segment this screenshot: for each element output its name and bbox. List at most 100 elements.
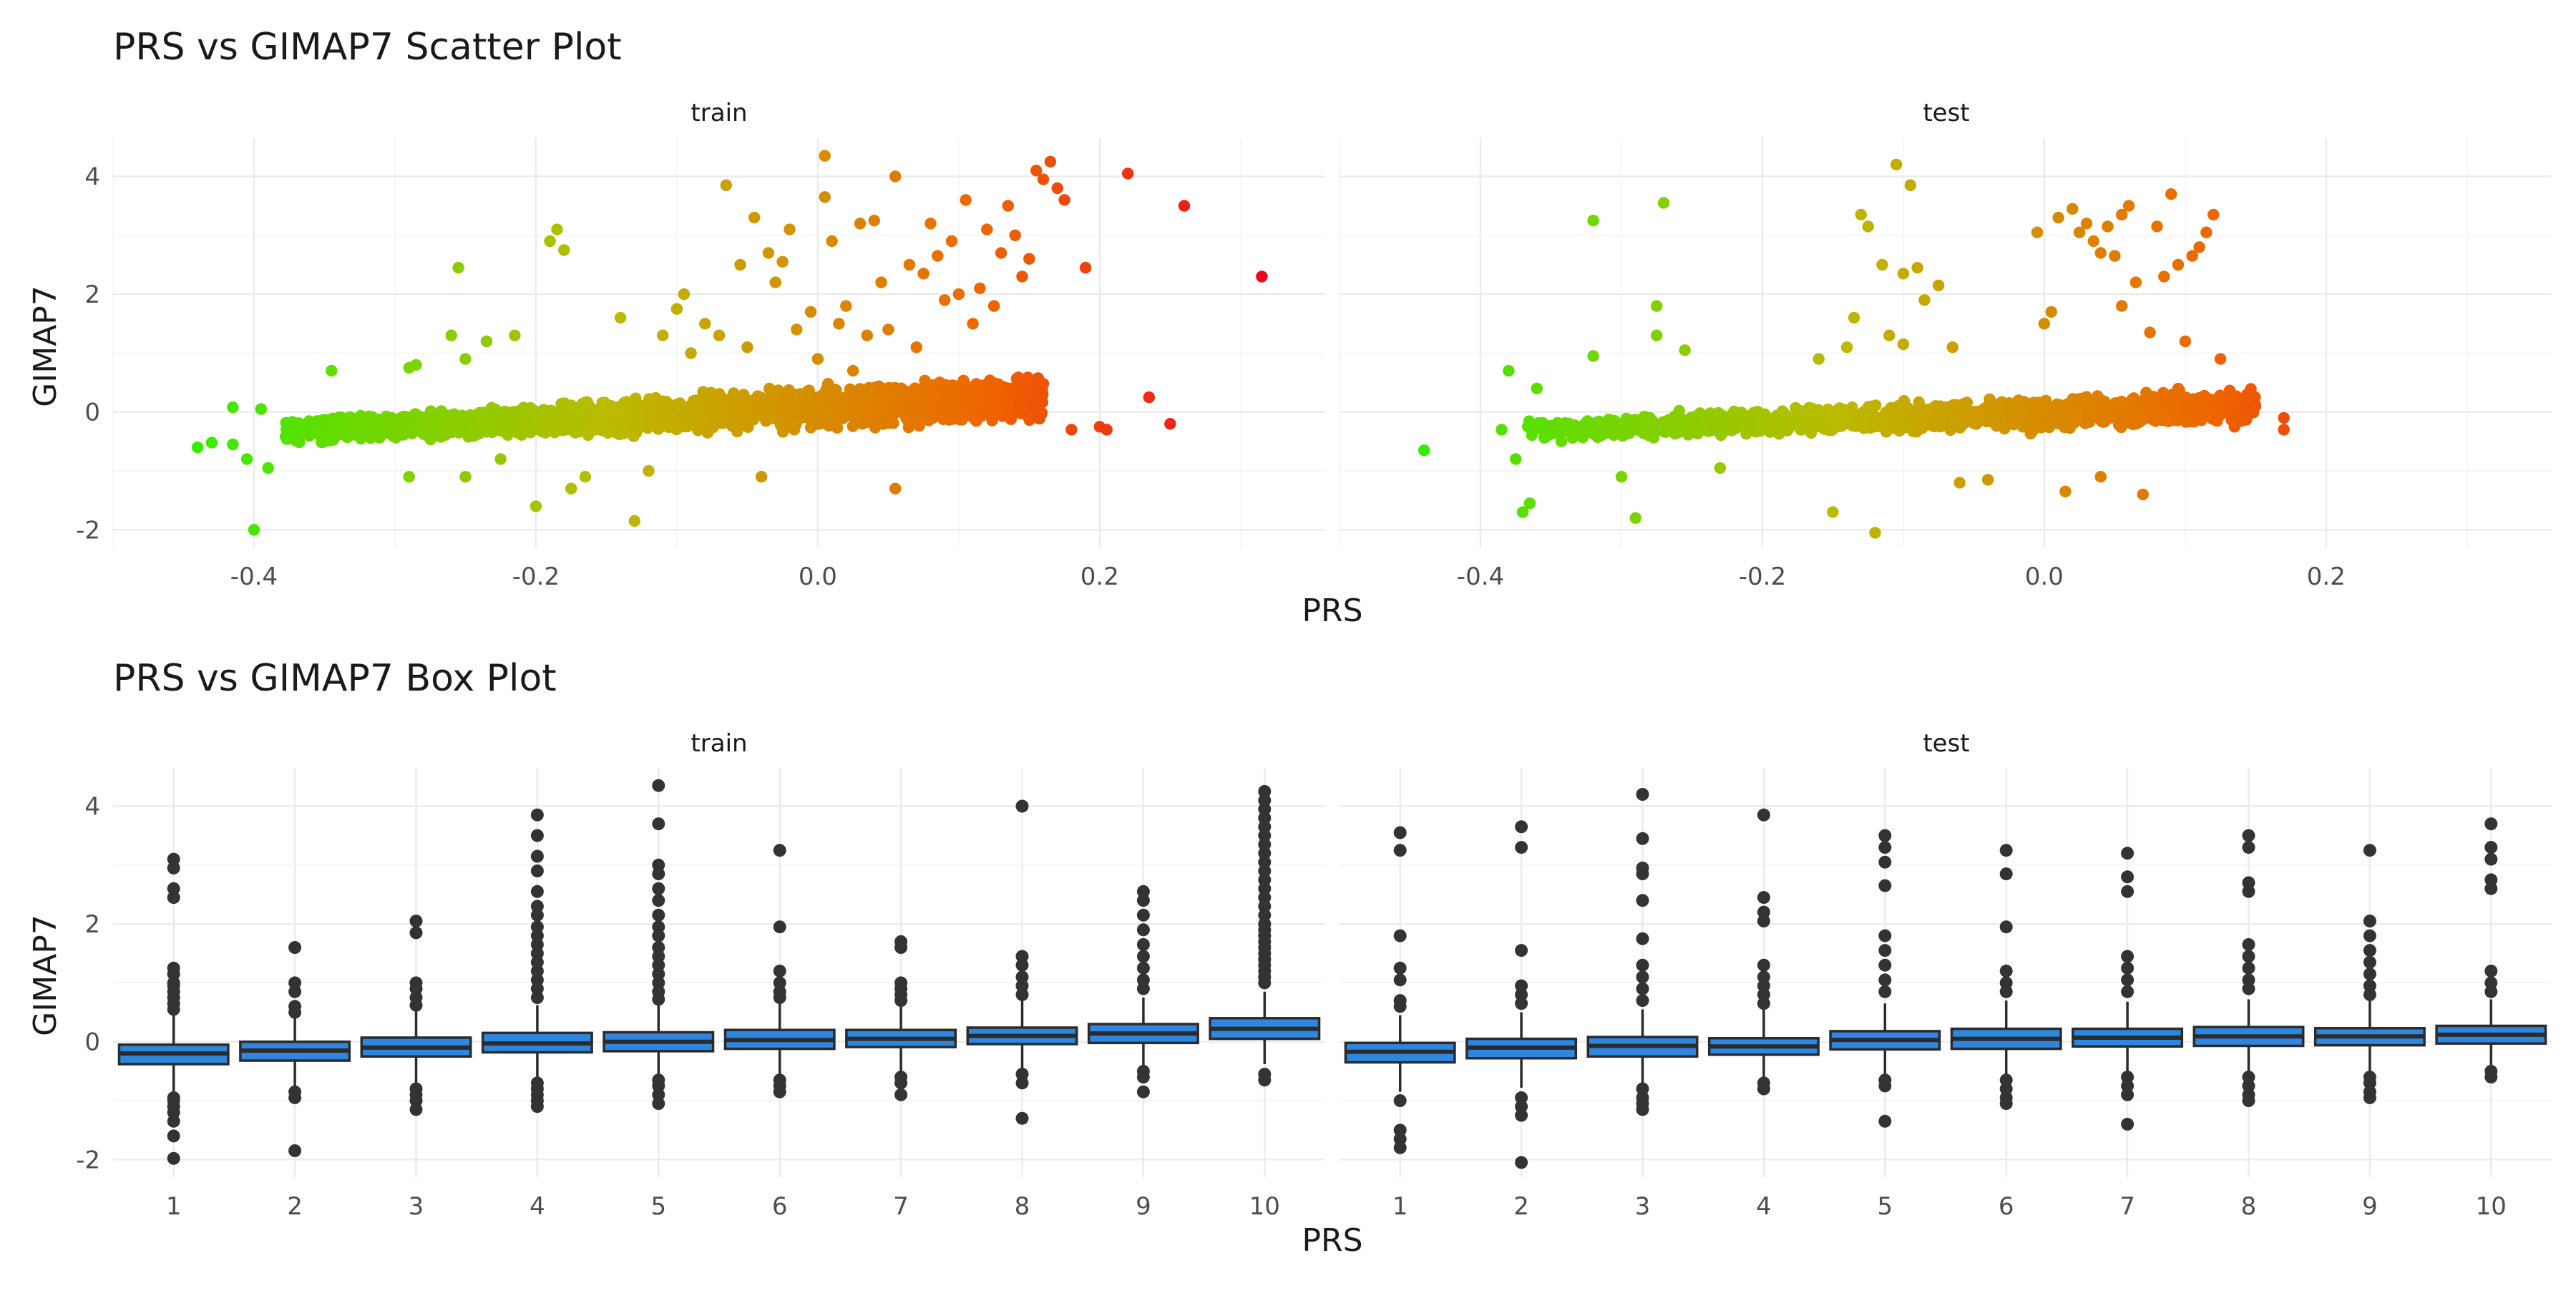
box-outlier <box>1999 1097 2013 1111</box>
box-outlier <box>1258 864 1272 877</box>
scatter-point <box>2200 226 2212 238</box>
scatter-point <box>734 258 746 271</box>
scatter-point <box>192 441 204 454</box>
scatter-point <box>398 415 410 428</box>
scatter-point <box>657 329 669 341</box>
box-marks <box>117 779 2547 1169</box>
box-outlier <box>2242 961 2255 975</box>
scatter-point <box>1555 435 1568 447</box>
scatter-x-tick-label: -0.4 <box>1457 562 1504 591</box>
scatter-point <box>819 394 831 406</box>
box-x-tick-label: 9 <box>2362 1192 2378 1221</box>
box-outlier <box>1515 841 1528 854</box>
scatter-point <box>2129 276 2142 288</box>
box-outlier <box>1636 958 1649 972</box>
scatter-x-tick-label: 0.2 <box>2307 562 2346 591</box>
scatter-point <box>704 391 716 404</box>
box-x-tick-label: 10 <box>1249 1192 1280 1221</box>
scatter-x-axis-label: PRS <box>1302 593 1362 629</box>
box-y-tick-label: -2 <box>76 1146 100 1174</box>
scatter-point <box>1651 329 1663 341</box>
scatter-point <box>2151 220 2163 233</box>
scatter-point <box>555 398 567 410</box>
scatter-point <box>2169 410 2182 422</box>
scatter-point <box>685 347 697 359</box>
box-outlier <box>1878 929 1892 942</box>
box-outlier <box>2242 950 2255 963</box>
scatter-point <box>500 411 512 424</box>
scatter-point <box>776 255 789 268</box>
box-x-tick-label: 3 <box>409 1192 424 1221</box>
box-outlier <box>1878 944 1892 958</box>
scatter-point <box>847 364 859 377</box>
scatter-point <box>449 424 461 437</box>
scatter-point <box>1757 423 1770 436</box>
box-outlier <box>1136 1071 1150 1084</box>
scatter-point <box>927 392 940 405</box>
scatter-point <box>1009 229 1021 241</box>
scatter-point <box>1921 406 1933 419</box>
scatter-point <box>834 408 847 421</box>
box-outlier <box>1393 1132 1407 1146</box>
scatter-point <box>847 420 859 432</box>
scatter-point <box>1522 421 1534 433</box>
box-outlier <box>530 964 544 978</box>
box-outlier <box>1878 841 1892 854</box>
scatter-point <box>626 419 638 432</box>
box-outlier <box>530 973 544 987</box>
box-outlier <box>1757 970 1770 984</box>
scatter-point <box>1626 419 1639 432</box>
box-outlier <box>167 1003 180 1016</box>
scatter-point <box>791 323 803 336</box>
box-outlier <box>1878 958 1892 972</box>
box-outlier <box>1258 873 1272 887</box>
box-outlier <box>1757 979 1770 993</box>
scatter-point <box>1897 338 1910 351</box>
scatter-point <box>1941 401 1953 413</box>
scatter-point <box>857 392 869 405</box>
scatter-point <box>2147 391 2160 403</box>
scatter-point <box>868 215 880 227</box>
box-outlier <box>2242 876 2255 890</box>
scatter-point <box>2109 250 2121 262</box>
scatter-point <box>2052 211 2064 224</box>
scatter-point <box>2038 318 2051 330</box>
box-outlier <box>2363 955 2376 969</box>
scatter-point <box>1813 353 1825 365</box>
scatter-point <box>720 179 732 191</box>
box-outlier <box>409 1103 423 1116</box>
box-outlier <box>773 964 786 978</box>
box-outlier <box>1015 970 1029 984</box>
box-outlier <box>2121 973 2135 987</box>
scatter-point <box>819 191 831 203</box>
scatter-point <box>2188 396 2201 408</box>
scatter-point <box>962 386 975 399</box>
box-outlier <box>2363 844 2376 857</box>
scatter-point <box>1946 341 1958 354</box>
box-outlier <box>2121 1117 2135 1131</box>
scatter-point <box>784 391 797 404</box>
scatter-point <box>596 409 608 421</box>
scatter-point <box>2080 218 2093 230</box>
scatter-point <box>974 282 986 295</box>
scatter-point <box>577 416 590 429</box>
scatter-point <box>932 250 944 262</box>
scatter-point <box>960 194 972 206</box>
scatter-point <box>519 406 531 418</box>
scatter-point <box>665 416 678 428</box>
box-outlier <box>652 950 665 963</box>
scatter-point <box>670 303 683 315</box>
box-outlier <box>1393 1124 1407 1137</box>
box-outlier <box>652 958 665 972</box>
box-outlier <box>1258 900 1272 913</box>
scatter-point <box>549 411 561 423</box>
box-outlier <box>1999 964 2013 978</box>
box-outlier <box>1515 979 1528 993</box>
scatter-point <box>1616 429 1629 442</box>
box-x-tick-label: 5 <box>1877 1192 1893 1221</box>
scatter-point <box>1971 409 1984 421</box>
scatter-point <box>2016 406 2028 419</box>
scatter-point <box>2071 412 2083 425</box>
scatter-point <box>1795 405 1808 417</box>
scatter-point <box>1122 167 1134 180</box>
